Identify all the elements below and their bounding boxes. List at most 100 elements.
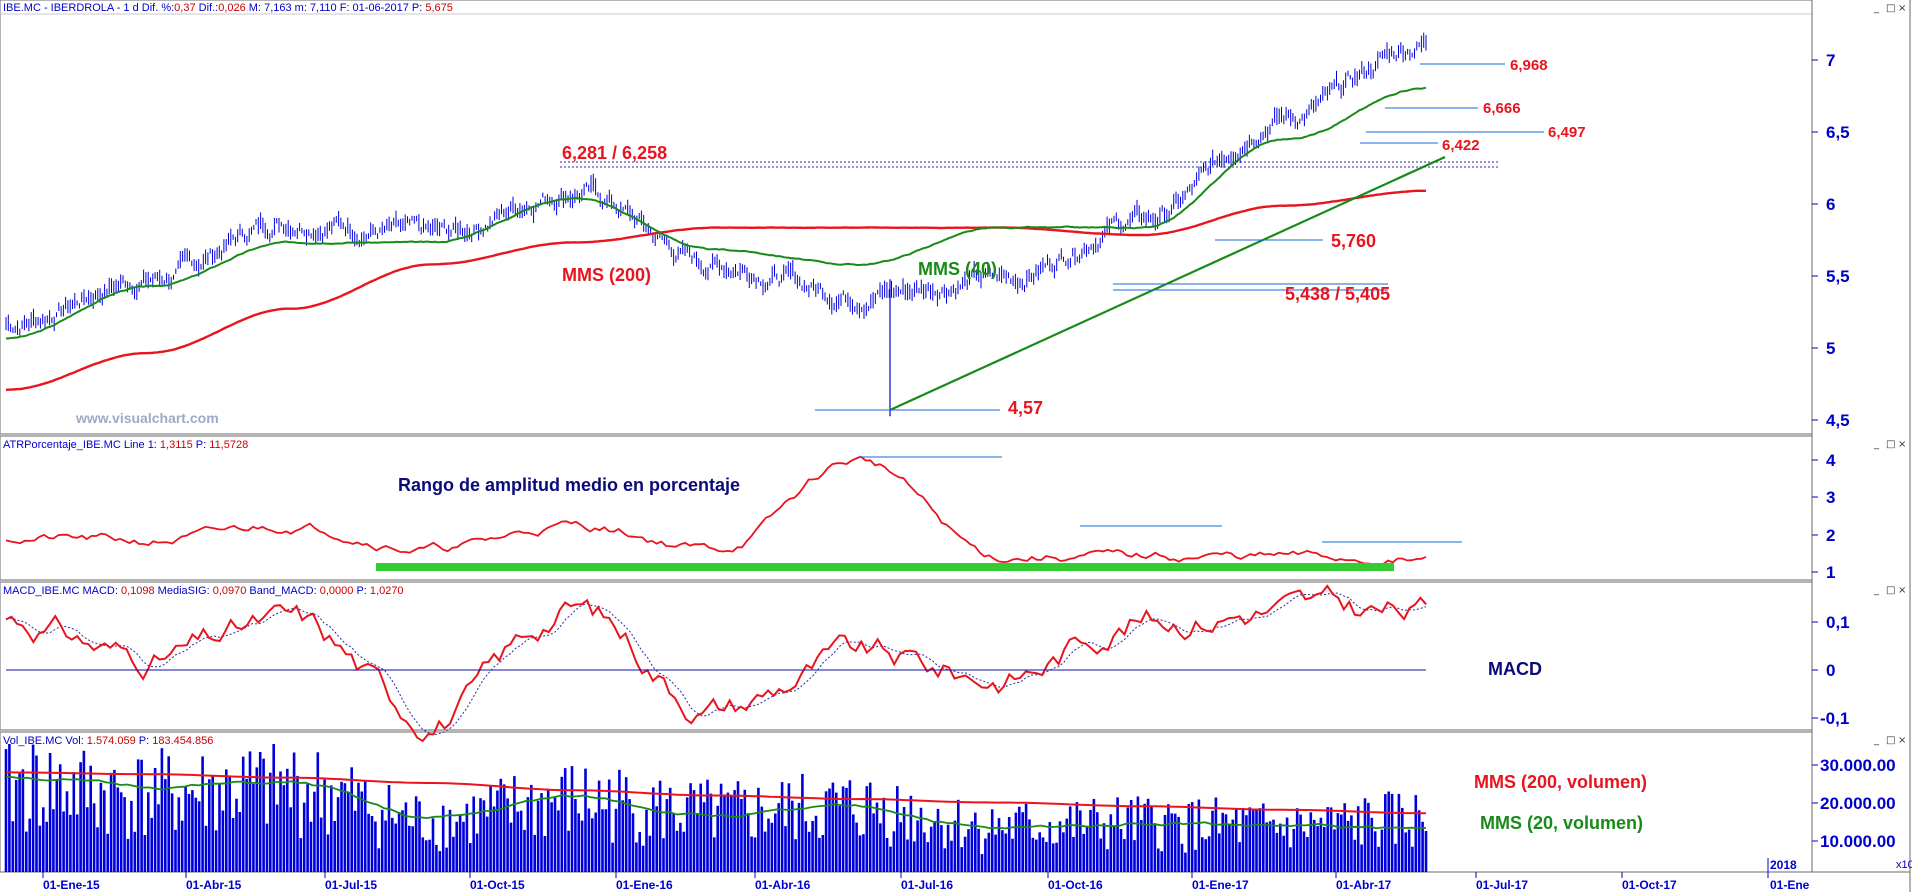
volume-bar	[1187, 804, 1191, 872]
volume-bar	[472, 796, 475, 872]
volume-bar	[628, 799, 631, 872]
volume-bar	[882, 797, 886, 872]
volume-bar	[814, 815, 818, 872]
volume-bar	[489, 785, 492, 872]
volume-bar	[594, 812, 597, 872]
volume-bar	[99, 782, 103, 872]
price-window-buttons[interactable]: _ □ ×	[1873, 3, 1906, 14]
atr-panel: ATRPorcentaje_IBE.MC Line 1: 1,3115 P: 1…	[0, 435, 1813, 581]
minimize-icon[interactable]: _	[1873, 735, 1880, 746]
volume-bar	[1319, 817, 1323, 872]
volume-bar	[424, 840, 428, 872]
volume-bar	[411, 826, 414, 872]
volume-bar	[475, 833, 479, 872]
price-annotations: 6,281 / 6,258 MMS (200) MMS (40) 4,57 5,…	[75, 57, 1586, 426]
volume-bar	[231, 818, 235, 872]
volume-bar	[787, 783, 791, 872]
x-tick-label: 01-Oct-16	[1048, 878, 1103, 892]
y-tick-label: 5,5	[1826, 267, 1850, 286]
volume-bar	[987, 832, 991, 872]
y-tick-label: 6	[1826, 195, 1835, 214]
volume-bar	[1001, 830, 1004, 872]
volume-bar	[692, 790, 696, 872]
y-tick-label: 4	[1826, 451, 1836, 470]
volume-bar	[1031, 837, 1035, 872]
volume-bar	[492, 806, 496, 872]
volume-bar	[28, 818, 31, 872]
volume-bar	[299, 838, 303, 872]
volume-bar	[757, 787, 760, 872]
volume-bar	[709, 793, 713, 872]
volume-multiplier: x10	[1896, 859, 1912, 871]
volume-bar	[31, 744, 35, 872]
level-label-6422: 6,422	[1442, 137, 1480, 154]
macd-window-buttons[interactable]: _ □ ×	[1873, 585, 1906, 596]
atr-window-buttons[interactable]: _ □ ×	[1873, 439, 1906, 450]
volume-bar	[82, 750, 86, 872]
volume-bar	[1299, 814, 1302, 872]
macd-annotations: MACD	[6, 659, 1542, 679]
volume-bar	[1397, 793, 1401, 872]
close-icon[interactable]: ×	[1898, 3, 1906, 14]
volume-bar	[1201, 837, 1204, 872]
volume-bar	[1129, 800, 1133, 872]
mms200-line	[5, 189, 1426, 391]
volume-bar	[1275, 832, 1279, 872]
volume-bar	[763, 831, 767, 872]
volume-bar	[333, 821, 336, 872]
volume-bar	[119, 792, 123, 872]
volume-bars	[4, 744, 1428, 872]
volume-bar	[38, 825, 42, 872]
minimize-icon[interactable]: _	[1873, 439, 1880, 450]
volume-bar	[516, 811, 519, 872]
minimize-icon[interactable]: _	[1873, 3, 1880, 14]
volume-bar	[668, 787, 672, 872]
vol-mms20-label: MMS (20, volumen)	[1480, 813, 1643, 833]
volume-bar	[1021, 812, 1024, 872]
volume-bar	[967, 829, 970, 872]
volume-bar	[109, 772, 113, 872]
volume-bar	[1096, 812, 1099, 872]
vol-mms200-line	[6, 771, 1427, 815]
x-tick-label: 01-Abr-15	[186, 878, 242, 892]
close-icon[interactable]: ×	[1898, 735, 1906, 746]
volume-bar	[868, 782, 872, 872]
volume-bar	[1363, 798, 1367, 872]
volume-bar	[404, 802, 408, 872]
volume-bar	[353, 810, 357, 872]
volume-bar	[841, 786, 845, 872]
volume-bar	[875, 802, 879, 872]
volume-bar	[621, 800, 625, 872]
maximize-icon[interactable]: □	[1886, 585, 1895, 596]
level-label-low: 4,57	[1008, 398, 1043, 418]
volume-bar	[645, 809, 648, 872]
volume-bar	[302, 802, 306, 872]
volume-bar	[106, 833, 109, 872]
volume-bar	[408, 825, 411, 872]
level-label-6968: 6,968	[1510, 57, 1548, 74]
maximize-icon[interactable]: □	[1886, 735, 1895, 746]
volume-window-buttons[interactable]: _ □ ×	[1873, 735, 1906, 746]
volume-bar	[248, 751, 252, 872]
volume-bar	[984, 838, 987, 872]
volume-bar	[164, 779, 167, 872]
volume-bar	[1092, 798, 1096, 872]
minimize-icon[interactable]: _	[1873, 585, 1880, 596]
volume-bar	[1018, 806, 1021, 872]
x-tick-label: 01-Jul-17	[1476, 878, 1528, 892]
volume-bar	[323, 779, 326, 872]
maximize-icon[interactable]: □	[1886, 3, 1895, 14]
volume-bar	[509, 822, 513, 872]
volume-bar	[14, 779, 18, 872]
volume-bar	[75, 814, 79, 872]
volume-bar	[696, 814, 699, 872]
close-icon[interactable]: ×	[1898, 585, 1906, 596]
volume-bar	[953, 820, 957, 872]
volume-bar	[1133, 840, 1136, 872]
maximize-icon[interactable]: □	[1886, 439, 1895, 450]
volume-bar	[777, 803, 780, 872]
close-icon[interactable]: ×	[1898, 439, 1906, 450]
volume-bar	[797, 802, 801, 872]
volume-bar	[879, 823, 882, 872]
